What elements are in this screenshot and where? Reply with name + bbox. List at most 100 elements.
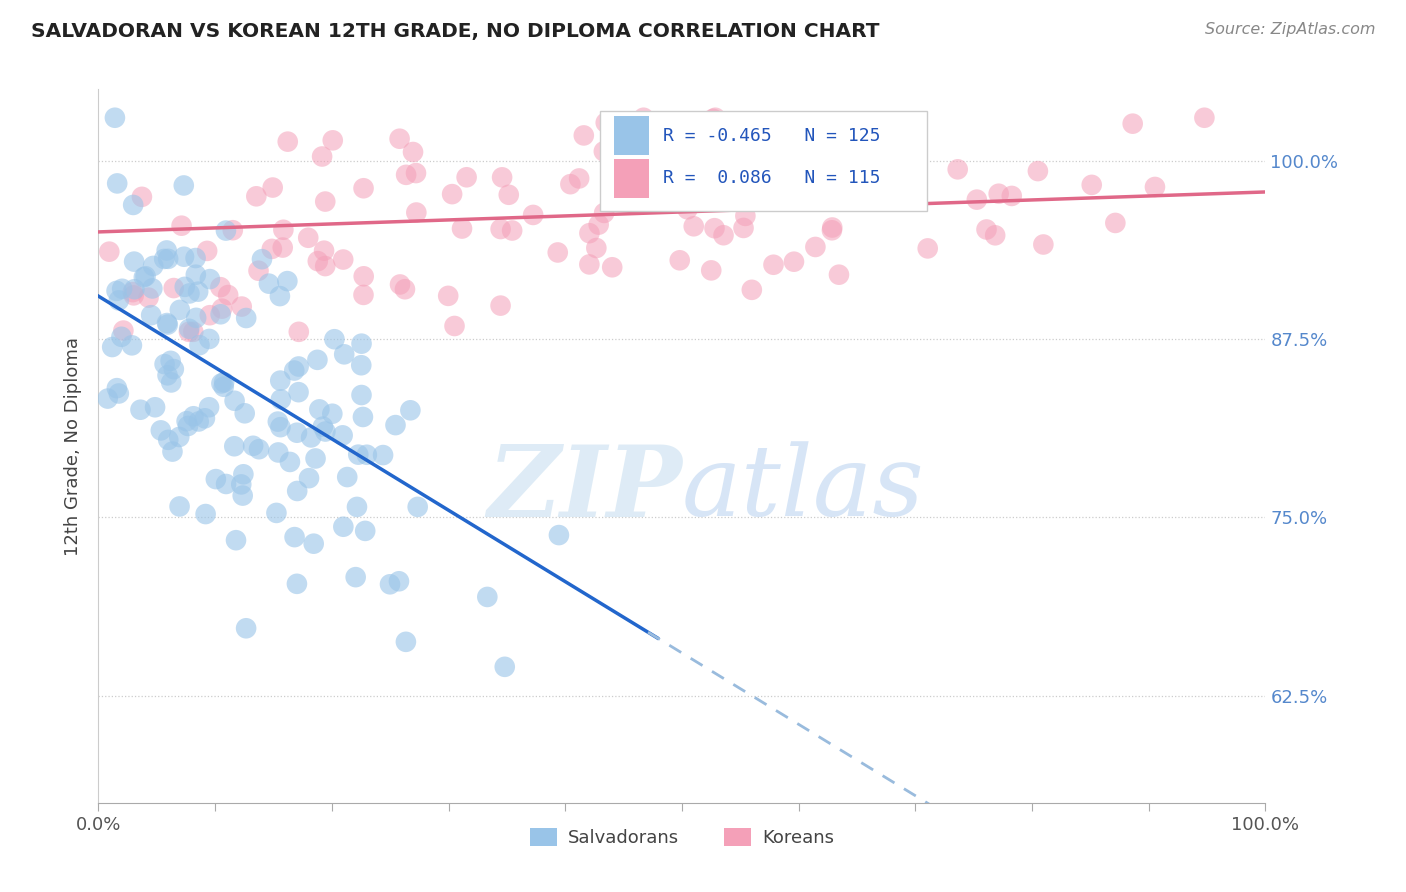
Point [645, 158, 668, 172]
Point [692, 149, 714, 163]
Point [271, 241, 294, 255]
Point [270, 392, 292, 407]
Point [177, 325, 200, 339]
Point [350, 358, 373, 372]
Point [108, 386, 131, 401]
Point [388, 132, 411, 146]
Point [138, 291, 160, 305]
Point [314, 194, 336, 209]
Point [346, 500, 368, 514]
Point [122, 198, 145, 212]
Point [332, 252, 354, 267]
Point [141, 308, 163, 322]
Point [713, 228, 735, 243]
Point [308, 402, 330, 417]
Point [1026, 164, 1049, 178]
Point [498, 187, 520, 202]
Text: Source: ZipAtlas.com: Source: ZipAtlas.com [1205, 22, 1375, 37]
Point [762, 258, 785, 272]
Point [215, 223, 238, 237]
Point [287, 359, 309, 374]
Point [378, 577, 401, 591]
Bar [614, 159, 650, 198]
Point [592, 145, 614, 159]
Point [297, 231, 319, 245]
Point [209, 376, 232, 391]
Point [269, 289, 291, 303]
Point [1080, 178, 1102, 192]
Point [314, 425, 336, 439]
Point [160, 376, 183, 390]
Point [257, 277, 280, 291]
Point [162, 444, 184, 458]
Point [231, 477, 253, 491]
Point [332, 428, 354, 442]
Point [159, 354, 181, 368]
Point [184, 251, 207, 265]
Point [132, 270, 155, 285]
Point [298, 471, 321, 485]
Point [1122, 117, 1144, 131]
Point [548, 528, 571, 542]
Point [169, 500, 191, 514]
Bar [614, 116, 650, 155]
Point [288, 325, 311, 339]
Point [273, 223, 295, 237]
Point [405, 166, 427, 180]
Point [321, 407, 343, 421]
Point [946, 162, 969, 177]
Point [572, 128, 595, 143]
Point [142, 259, 165, 273]
Point [198, 401, 221, 415]
Point [578, 257, 600, 271]
Point [491, 170, 513, 185]
Point [585, 241, 607, 255]
Point [1104, 216, 1126, 230]
Point [156, 316, 179, 330]
Point [659, 155, 682, 169]
Point [395, 168, 418, 182]
Point [156, 244, 179, 258]
Point [232, 489, 254, 503]
Point [984, 228, 1007, 243]
Point [105, 381, 128, 395]
Point [105, 284, 128, 298]
Point [307, 352, 329, 367]
Point [267, 415, 290, 429]
Point [394, 282, 416, 296]
Point [105, 177, 128, 191]
Point [522, 208, 544, 222]
Point [194, 411, 217, 425]
Point [98, 244, 121, 259]
Point [194, 507, 217, 521]
Point [285, 483, 308, 498]
Point [173, 178, 195, 193]
Point [269, 420, 291, 434]
Text: R = -0.465   N = 125: R = -0.465 N = 125 [664, 127, 880, 145]
Point [879, 156, 901, 170]
Point [437, 289, 460, 303]
Point [451, 221, 474, 235]
Point [1194, 111, 1216, 125]
Point [311, 149, 333, 163]
Point [568, 171, 591, 186]
Point [97, 392, 120, 406]
Point [741, 283, 763, 297]
Point [987, 186, 1010, 201]
Point [350, 336, 373, 351]
Point [917, 241, 939, 255]
Point [353, 181, 375, 195]
Point [122, 288, 145, 302]
Point [1032, 237, 1054, 252]
Point [399, 403, 422, 417]
Point [135, 269, 157, 284]
Point [285, 577, 308, 591]
Point [742, 161, 765, 175]
Point [195, 244, 218, 258]
Point [402, 145, 425, 159]
Point [267, 445, 290, 459]
Point [235, 311, 257, 326]
Point [276, 274, 298, 288]
Point [633, 111, 655, 125]
Point [170, 219, 193, 233]
